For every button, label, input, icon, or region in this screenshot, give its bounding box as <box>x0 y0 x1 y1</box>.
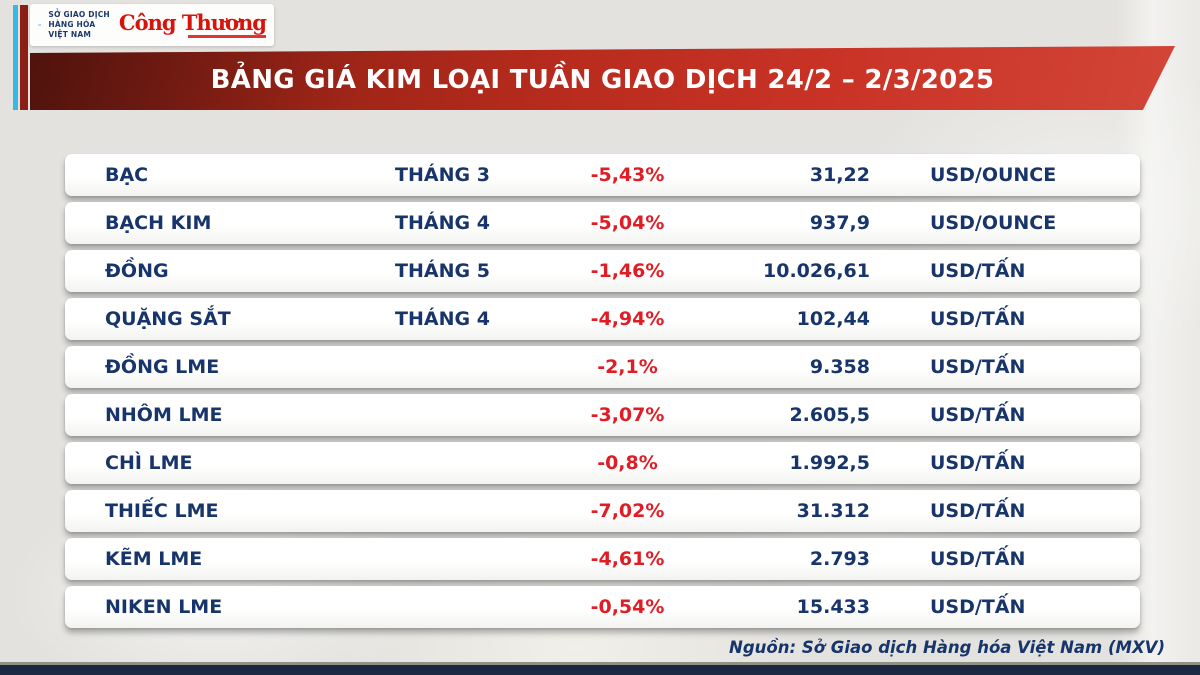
row-percent-change: -7,02% <box>590 500 665 522</box>
row-price: 15.433 <box>796 596 870 618</box>
row-commodity-name: QUẶNG SẮT <box>105 308 231 330</box>
logo-card: SỞ GIAO DỊCH HÀNG HÓA VIỆT NAM Công Thươ… <box>30 4 274 46</box>
row-price: 1.992,5 <box>789 452 870 474</box>
title-banner: BẢNG GIÁ KIM LOẠI TUẦN GIAO DỊCH 24/2 – … <box>30 46 1175 110</box>
row-unit: USD/TẤN <box>930 452 1026 474</box>
row-price: 31.312 <box>796 500 870 522</box>
row-price: 10.026,61 <box>763 260 870 282</box>
table-row: ĐỒNG LME -2,1% 9.358 USD/TẤN <box>65 346 1140 388</box>
row-commodity-name: NIKEN LME <box>105 596 223 618</box>
row-unit: USD/TẤN <box>930 596 1026 618</box>
mxv-name: SỞ GIAO DỊCH HÀNG HÓA VIỆT NAM <box>48 10 110 39</box>
mxv-logo-icon <box>38 24 42 26</box>
row-price: 31,22 <box>809 164 870 186</box>
row-percent-change: -4,61% <box>590 548 665 570</box>
row-unit: USD/TẤN <box>930 500 1026 522</box>
left-red-stripe <box>20 5 28 110</box>
row-unit: USD/TẤN <box>930 404 1026 426</box>
mxv-name-line3: VIỆT NAM <box>48 29 91 39</box>
row-commodity-name: KẼM LME <box>105 548 203 570</box>
table-row: KẼM LME -4,61% 2.793 USD/TẤN <box>65 538 1140 580</box>
row-percent-change: -2,1% <box>597 356 658 378</box>
table-row: NIKEN LME -0,54% 15.433 USD/TẤN <box>65 586 1140 628</box>
table-row: QUẶNG SẮT THÁNG 4 -4,94% 102,44 USD/TẤN <box>65 298 1140 340</box>
mxv-name-line2: HÀNG HÓA <box>48 20 96 30</box>
table-row: BẠCH KIM THÁNG 4 -5,04% 937,9 USD/OUNCE <box>65 202 1140 244</box>
row-contract-month: THÁNG 3 <box>395 164 490 186</box>
row-commodity-name: NHÔM LME <box>105 404 223 426</box>
row-contract-month: THÁNG 4 <box>395 212 490 234</box>
row-percent-change: -0,54% <box>590 596 665 618</box>
row-unit: USD/OUNCE <box>930 212 1057 234</box>
congthuong-tagline-strip <box>188 35 266 38</box>
mxv-name-line1: SỞ GIAO DỊCH <box>48 10 110 20</box>
congthuong-wordmark: Công Thương <box>118 10 267 35</box>
row-unit: USD/TẤN <box>930 548 1026 570</box>
row-commodity-name: THIẾC LME <box>105 500 219 522</box>
row-percent-change: -0,8% <box>597 452 658 474</box>
row-contract-month: THÁNG 5 <box>395 260 490 282</box>
table-row: NHÔM LME -3,07% 2.605,5 USD/TẤN <box>65 394 1140 436</box>
table-row: BẠC THÁNG 3 -5,43% 31,22 USD/OUNCE <box>65 154 1140 196</box>
row-commodity-name: BẠC <box>105 164 149 186</box>
table-row: ĐỒNG THÁNG 5 -1,46% 10.026,61 USD/TẤN <box>65 250 1140 292</box>
row-price: 2.605,5 <box>789 404 870 426</box>
row-price: 9.358 <box>809 356 870 378</box>
row-price: 2.793 <box>809 548 870 570</box>
page-title: BẢNG GIÁ KIM LOẠI TUẦN GIAO DỊCH 24/2 – … <box>210 65 995 95</box>
row-percent-change: -1,46% <box>590 260 665 282</box>
row-commodity-name: CHÌ LME <box>105 452 193 474</box>
row-percent-change: -5,43% <box>590 164 665 186</box>
price-table: BẠC THÁNG 3 -5,43% 31,22 USD/OUNCE BẠCH KIM TH… <box>65 154 1140 634</box>
row-commodity-name: BẠCH KIM <box>105 212 212 234</box>
left-cyan-stripe <box>13 5 18 110</box>
source-note: Nguồn: Sở Giao dịch Hàng hóa Việt Nam (M… <box>729 638 1165 657</box>
row-percent-change: -3,07% <box>590 404 665 426</box>
row-unit: USD/OUNCE <box>930 164 1057 186</box>
congthuong-logo: Công Thương <box>118 10 267 38</box>
row-price: 102,44 <box>796 308 870 330</box>
table-row: CHÌ LME -0,8% 1.992,5 USD/TẤN <box>65 442 1140 484</box>
table-row: THIẾC LME -7,02% 31.312 USD/TẤN <box>65 490 1140 532</box>
row-price: 937,9 <box>809 212 870 234</box>
row-unit: USD/TẤN <box>930 260 1026 282</box>
row-contract-month: THÁNG 4 <box>395 308 490 330</box>
row-percent-change: -5,04% <box>590 212 665 234</box>
row-commodity-name: ĐỒNG LME <box>105 356 220 378</box>
row-unit: USD/TẤN <box>930 356 1026 378</box>
bottom-bar <box>0 662 1200 675</box>
row-unit: USD/TẤN <box>930 308 1026 330</box>
row-percent-change: -4,94% <box>590 308 665 330</box>
row-commodity-name: ĐỒNG <box>105 260 169 282</box>
